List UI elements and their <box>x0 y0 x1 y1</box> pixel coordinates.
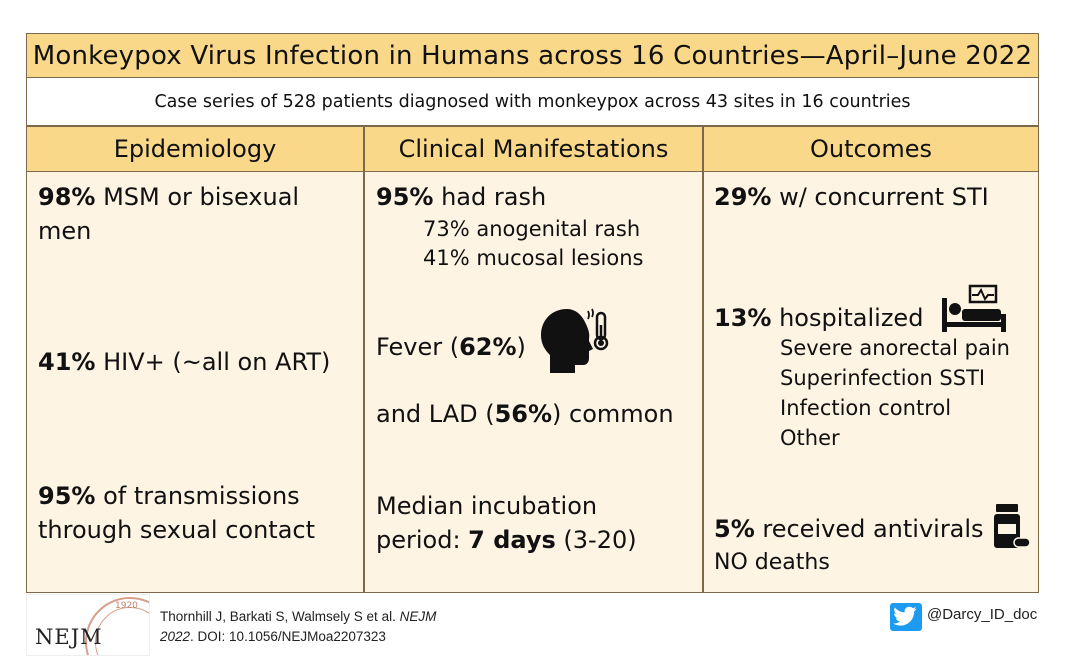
antivirals-pct: 5% <box>714 515 755 543</box>
outcomes-header-label: Outcomes <box>809 135 933 163</box>
fever-post: ) <box>516 333 526 361</box>
incubation-val: 7 days <box>468 526 556 554</box>
clinical-header-label: Clinical Manifestations <box>398 135 669 163</box>
nejm-seal-inner <box>95 607 149 655</box>
fever-stat: Fever (62%) <box>376 330 526 364</box>
anogenital-rash: 73% anogenital rash <box>423 217 641 241</box>
nejm-seal-year: 1920 <box>115 601 138 611</box>
epidemiology-header: Epidemiology <box>26 126 364 172</box>
msm-pct: 98% <box>38 183 96 211</box>
twitter-icon <box>890 603 922 631</box>
citation-doi: . DOI: 10.1056/NEJMoa2207323 <box>190 629 386 644</box>
twitter-handle[interactable]: @Darcy_ID_doc <box>927 606 1038 623</box>
antivirals-text: received antivirals <box>754 515 984 543</box>
sti-text: w/ concurrent STI <box>771 183 989 211</box>
hospitalized-stat: 13% hospitalized <box>714 301 923 335</box>
sti-stat: 29% w/ concurrent STI <box>714 180 989 214</box>
citation-year: 2022 <box>160 629 191 644</box>
msm-text-line2: men <box>38 217 92 245</box>
fever-head-thermometer-icon <box>541 308 609 373</box>
incubation-stat: period: 7 days (3-20) <box>376 523 637 557</box>
hiv-stat: 41% HIV+ (~all on ART) <box>38 345 330 379</box>
hosp-reason-3: Infection control <box>780 396 952 420</box>
lad-pct: 56% <box>494 400 553 428</box>
hosp-reason-4: Other <box>780 426 840 450</box>
clinical-panel: 95% had rash 73% anogenital rash 41% muc… <box>364 171 703 593</box>
title-text: Monkeypox Virus Infection in Humans acro… <box>32 40 1033 71</box>
nejm-logo: 1920 NEJM <box>26 594 150 656</box>
rash-pct: 95% <box>376 183 434 211</box>
fever-pct: 62% <box>459 333 517 361</box>
outcomes-panel: 29% w/ concurrent STI 13% hospitalized S… <box>703 171 1039 593</box>
infographic-title: Monkeypox Virus Infection in Humans acro… <box>26 33 1039 78</box>
pill-bottle-icon <box>994 504 1031 548</box>
antivirals-stat: 5% received antivirals <box>714 512 984 546</box>
infographic-subtitle: Case series of 528 patients diagnosed wi… <box>26 78 1039 126</box>
nejm-logo-text: NEJM <box>35 625 103 649</box>
hiv-pct: 41% <box>38 348 96 376</box>
mucosal-lesions: 41% mucosal lesions <box>423 246 644 270</box>
transmission-pct: 95% <box>38 482 96 510</box>
clinical-header: Clinical Manifestations <box>364 126 703 172</box>
msm-text: MSM or bisexual <box>95 183 300 211</box>
fever-pre: Fever ( <box>376 333 460 361</box>
incubation-range: (3-20) <box>555 526 637 554</box>
deaths-text: NO deaths <box>714 550 830 575</box>
lad-stat: and LAD (56%) common <box>376 397 674 431</box>
hiv-text: HIV+ (~all on ART) <box>95 348 331 376</box>
msm-stat: 98% MSM or bisexual <box>38 180 299 214</box>
hospital-bed-icon <box>942 284 1006 332</box>
hosp-reason-2: Superinfection SSTI <box>780 366 986 390</box>
citation: Thornhill J, Barkati S, Walmsely S et al… <box>160 607 436 647</box>
epidemiology-panel: 98% MSM or bisexual men 41% HIV+ (~all o… <box>26 171 364 593</box>
citation-authors: Thornhill J, Barkati S, Walmsely S et al… <box>160 609 400 624</box>
rash-text: had rash <box>433 183 547 211</box>
incubation-pre: period: <box>376 526 469 554</box>
twitter-bird-icon <box>893 606 917 626</box>
citation-journal: NEJM <box>399 609 437 624</box>
transmission-text-line2: through sexual contact <box>38 516 316 544</box>
lad-pre: and LAD ( <box>376 400 495 428</box>
transmission-stat: 95% of transmissions <box>38 479 300 513</box>
outcomes-header: Outcomes <box>703 126 1039 172</box>
hospitalized-text: hospitalized <box>771 304 924 332</box>
lad-post: ) common <box>552 400 674 428</box>
rash-stat: 95% had rash <box>376 180 546 214</box>
subtitle-text: Case series of 528 patients diagnosed wi… <box>154 91 911 112</box>
sti-pct: 29% <box>714 183 772 211</box>
hospitalized-pct: 13% <box>714 304 772 332</box>
incubation-line1: Median incubation <box>376 492 598 520</box>
hosp-reason-1: Severe anorectal pain <box>780 336 1010 360</box>
epidemiology-header-label: Epidemiology <box>113 135 277 163</box>
transmission-text: of transmissions <box>95 482 300 510</box>
